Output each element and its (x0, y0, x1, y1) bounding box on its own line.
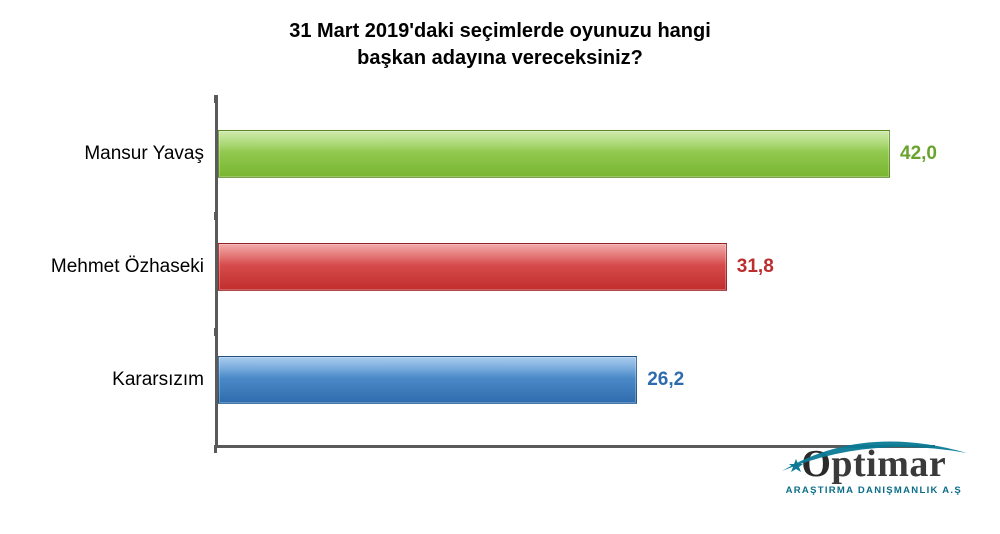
axis-tick (214, 445, 217, 453)
bar-label: Mehmet Özhaseki (8, 256, 218, 278)
title-line-2: başkan adayına vereceksiniz? (0, 45, 1000, 72)
chart-title: 31 Mart 2019'daki seçimlerde oyunuzu han… (0, 0, 1000, 72)
bar-row: Mansur Yavaş42,0 (218, 130, 890, 178)
logo: Optimar ARAŞTIRMA DANIŞMANLIK A.Ş (786, 445, 962, 496)
bar-label: Kararsızım (8, 369, 218, 391)
chart-area: Mansur Yavaş42,0 Mehmet Özhaseki31,8 Karar… (215, 95, 935, 445)
logo-brand-rest: ptimar (831, 443, 946, 485)
bar-value: 26,2 (637, 369, 684, 391)
bar-row: Mehmet Özhaseki31,8 (218, 243, 727, 291)
bar (218, 243, 727, 291)
axis-tick (214, 95, 217, 103)
bar (218, 130, 890, 178)
logo-tagline: ARAŞTIRMA DANIŞMANLIK A.Ş (786, 485, 962, 496)
bar-label: Mansur Yavaş (8, 143, 218, 165)
axis-tick (214, 328, 217, 336)
axis-tick (214, 212, 217, 220)
logo-brand: Optimar (786, 445, 962, 483)
bar (218, 356, 637, 404)
title-line-1: 31 Mart 2019'daki seçimlerde oyunuzu han… (0, 18, 1000, 45)
bar-value: 42,0 (890, 143, 937, 165)
bar-value: 31,8 (727, 256, 774, 278)
bar-row: Kararsızım26,2 (218, 356, 637, 404)
